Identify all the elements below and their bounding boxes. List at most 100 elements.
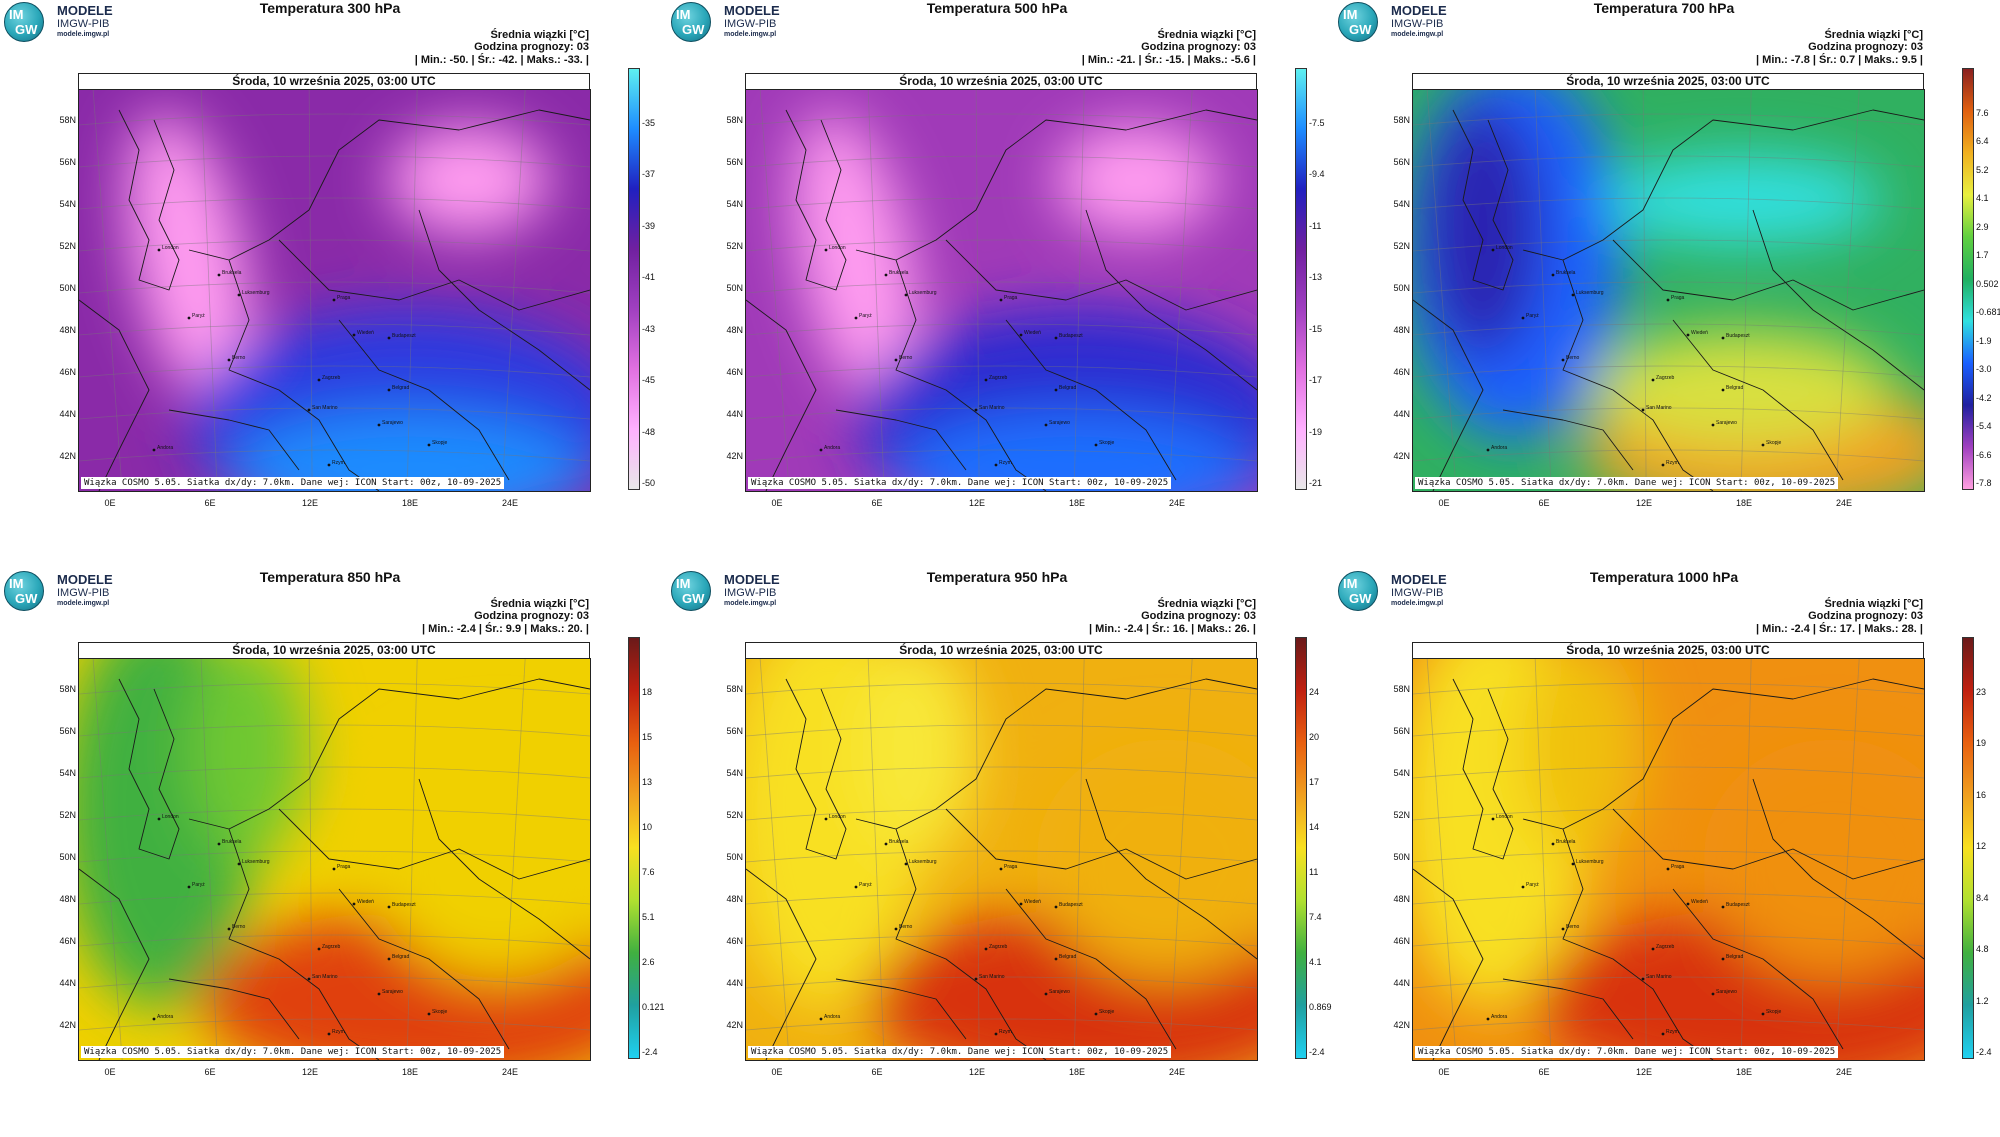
legend-title: Średnia wiązki [°C] [1824, 29, 1923, 41]
city-label: Wiedeń [357, 899, 374, 905]
latitude-label: 50N [59, 283, 76, 293]
longitude-label: 6E [204, 1067, 216, 1077]
city-label: Sarajewo [1716, 420, 1737, 426]
scale-tick-label: 4.1 [1309, 957, 1322, 967]
city-label: London [162, 814, 179, 820]
longitude-label: 12E [301, 498, 318, 508]
city-label: Luksemburg [242, 859, 270, 865]
latitude-label: 56N [59, 157, 76, 167]
city-label: Berno [232, 355, 246, 361]
logo-badge-bottom: GW [682, 22, 705, 37]
stats-line: | Min.: -2.4 | Śr.: 16. | Maks.: 26. | [1089, 623, 1256, 635]
scale-tick-label: 8.4 [1976, 892, 1989, 903]
city-label: Zagrzeb [989, 375, 1008, 381]
scale-tick-label: -11 [1309, 220, 1322, 231]
logo-text-modele: MODELE [724, 572, 780, 587]
city-label: San Marino [979, 405, 1005, 411]
model-footer: Wiązka COSMO 5.05. Siatka dx/dy: 7.0km. … [81, 1046, 505, 1058]
scale-tick-label: -19 [1309, 426, 1323, 437]
city-label: Rzym [1666, 1029, 1679, 1035]
city-label: Andora [157, 1014, 174, 1020]
scale-tick-label: 14 [1309, 822, 1320, 832]
scale-tick-label: -0.681 [1976, 307, 2000, 318]
latitude-label: 58N [1393, 684, 1410, 694]
panel-title: Temperatura 1000 hPa [1589, 569, 1739, 585]
scale-tick-label: 7.6 [642, 867, 655, 877]
date-bar: Środa, 10 września 2025, 03:00 UTC [745, 73, 1257, 90]
stats-line: | Min.: -2.4 | Śr.: 17. | Maks.: 28. | [1756, 623, 1923, 635]
latitude-label: 50N [726, 852, 743, 862]
longitude-label: 24E [1835, 498, 1852, 508]
longitude-label: 6E [871, 498, 883, 508]
city-label: Rzym [332, 1029, 345, 1035]
scale-tick-label: -9.4 [1309, 169, 1325, 180]
scale-tick-label: -7.5 [1309, 118, 1325, 128]
map-field [79, 659, 590, 1060]
latitude-label: 50N [1393, 852, 1410, 862]
color-scale-bar [1295, 68, 1307, 490]
forecast-panel: IM GW MODELE IMGW-PIB modele.imgw.pl Temperat… [0, 569, 667, 1137]
map-field [746, 659, 1257, 1060]
scale-tick-label: 15 [642, 732, 653, 742]
latitude-label: 44N [726, 978, 743, 988]
logo-badge-bottom: GW [1349, 22, 1372, 37]
panel-title: Temperatura 850 hPa [259, 569, 401, 585]
latitude-label: 58N [59, 115, 76, 125]
logo-text-modele: MODELE [1391, 3, 1447, 18]
scale-tick-label: 6.4 [1976, 136, 1989, 147]
latitude-label: 56N [726, 726, 743, 736]
legend-title: Średnia wiązki [°C] [1157, 598, 1256, 610]
city-label: Zagrzeb [1656, 375, 1675, 381]
scale-tick-label: -5.4 [1976, 421, 1992, 432]
logo-badge: IM GW [1338, 571, 1378, 611]
city-label: Praga [337, 864, 351, 870]
latitude-label: 42N [1393, 451, 1410, 461]
latitude-label: 52N [59, 241, 76, 251]
longitude-label: 18E [1068, 1067, 1085, 1077]
logo-text-imgw: IMGW-PIB [57, 18, 110, 30]
scale-tick-label: -13 [1309, 272, 1323, 283]
scale-tick-label: -48 [642, 426, 656, 437]
scale-tick-label: 4.8 [1976, 944, 1989, 955]
longitude-label: 18E [1735, 1067, 1752, 1077]
scale-tick-label: -4.2 [1976, 392, 1992, 403]
scale-tick-label: 10 [642, 822, 653, 832]
city-label: Paryż [859, 882, 872, 888]
forecast-hour: Godzina prognozy: 03 [474, 610, 589, 622]
temperature-map: London Bruksela Paryż Luksemburg Praga Wiedeń… [1412, 658, 1925, 1061]
forecast-panel: IM GW MODELE IMGW-PIB modele.imgw.pl Temperat… [1334, 569, 2000, 1137]
date-bar: Środa, 10 września 2025, 03:00 UTC [78, 73, 590, 90]
city-label: Zagrzeb [1656, 944, 1675, 950]
city-label: Paryż [192, 313, 205, 319]
city-label: Rzym [999, 1029, 1012, 1035]
stats-line: | Min.: -21. | Śr.: -15. | Maks.: -5.6 | [1081, 54, 1256, 66]
city-label: London [162, 245, 179, 251]
logo-text-url: modele.imgw.pl [1391, 31, 1444, 38]
forecast-hour: Godzina prognozy: 03 [1808, 610, 1923, 622]
latitude-label: 52N [1393, 241, 1410, 251]
model-footer: Wiązka COSMO 5.05. Siatka dx/dy: 7.0km. … [1415, 477, 1839, 489]
latitude-label: 46N [59, 936, 76, 946]
logo-text-url: modele.imgw.pl [57, 600, 110, 607]
logo-badge-top: IM [676, 576, 691, 591]
forecast-hour: Godzina prognozy: 03 [1808, 41, 1923, 53]
stats-line: | Min.: -2.4 | Śr.: 9.9 | Maks.: 20. | [422, 623, 589, 635]
city-label: Wiedeń [1691, 899, 1708, 905]
legend-title: Średnia wiązki [°C] [490, 598, 589, 610]
city-label: Zagrzeb [322, 375, 341, 381]
city-label: Luksemburg [242, 290, 270, 296]
latitude-label: 42N [59, 1020, 76, 1030]
city-label: Paryż [192, 882, 205, 888]
city-label: Budapeszt [1059, 333, 1083, 339]
longitude-label: 24E [501, 498, 518, 508]
city-label: Paryż [859, 313, 872, 319]
city-label: Belgrad [392, 954, 410, 960]
city-label: London [829, 245, 846, 251]
stats-line: | Min.: -7.8 | Śr.: 0.7 | Maks.: 9.5 | [1756, 54, 1923, 66]
city-label: Belgrad [1059, 385, 1077, 391]
longitude-label: 24E [1168, 498, 1185, 508]
logo-badge-top: IM [676, 7, 691, 22]
color-scale-bar [628, 637, 640, 1059]
city-label: Sarajewo [1049, 420, 1070, 426]
latitude-label: 54N [59, 768, 76, 778]
